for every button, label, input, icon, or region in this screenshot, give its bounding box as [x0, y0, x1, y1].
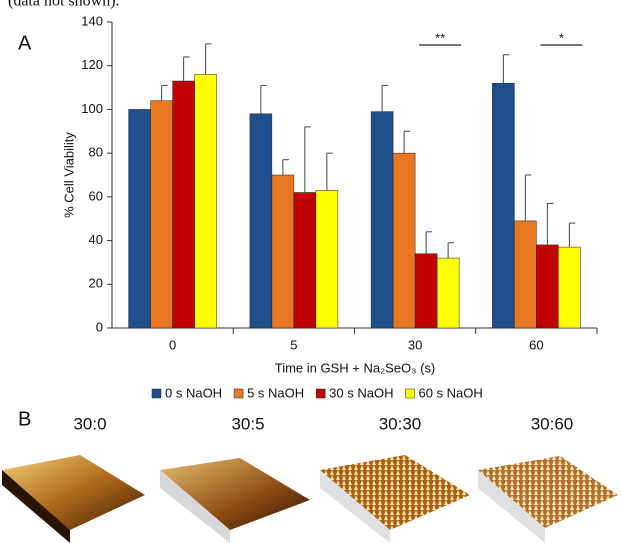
x-tick-label: 30 [408, 337, 422, 352]
bar [415, 254, 437, 328]
bar [250, 114, 272, 328]
legend-label: 0 s NaOH [165, 385, 222, 400]
legend-label: 30 s NaOH [329, 385, 393, 400]
y-tick-label: 140 [81, 13, 103, 28]
legend-label: 5 s NaOH [247, 385, 304, 400]
bar [173, 81, 195, 328]
y-axis-title: % Cell Viability [61, 132, 76, 218]
image-label: 30:0 [73, 414, 106, 433]
figure: (data not shown). A B % Cell Viability T… [0, 0, 621, 543]
y-tick-label: 80 [89, 145, 103, 160]
y-tick-label: 20 [89, 276, 103, 291]
image-label: 30:30 [379, 414, 422, 433]
image-label: 30:5 [231, 414, 264, 433]
bar [272, 175, 294, 328]
legend-swatch [405, 389, 414, 398]
legend-label: 60 s NaOH [418, 385, 482, 400]
bar [129, 109, 151, 328]
bar [558, 247, 580, 328]
y-tick-label: 120 [81, 57, 103, 72]
bar [393, 153, 415, 328]
x-tick-label: 60 [529, 337, 543, 352]
bar [316, 190, 338, 328]
y-tick-label: 100 [81, 101, 103, 116]
caption-fragment: (data not shown). [8, 0, 120, 10]
legend-swatch [152, 389, 161, 398]
bar [371, 112, 393, 328]
bar [514, 221, 536, 328]
bar [195, 74, 217, 328]
bar [437, 258, 459, 328]
significance-label: ** [435, 30, 445, 45]
image-label: 30:60 [531, 414, 574, 433]
y-tick-label: 0 [96, 319, 103, 334]
bar [294, 192, 316, 328]
afm-panel [2, 455, 618, 543]
legend-swatch [234, 389, 243, 398]
panel-label: A [18, 32, 32, 54]
legend-swatch [316, 389, 325, 398]
y-tick-label: 60 [89, 188, 103, 203]
bar [536, 245, 558, 328]
y-tick-label: 40 [89, 232, 103, 247]
x-tick-label: 0 [169, 337, 176, 352]
significance-label: * [559, 30, 564, 45]
bar [492, 83, 514, 328]
x-tick-label: 5 [290, 337, 297, 352]
panel-label: B [18, 408, 31, 430]
bar [151, 101, 173, 328]
x-axis-title: Time in GSH + Na₂SeO₃ (s) [275, 360, 435, 375]
